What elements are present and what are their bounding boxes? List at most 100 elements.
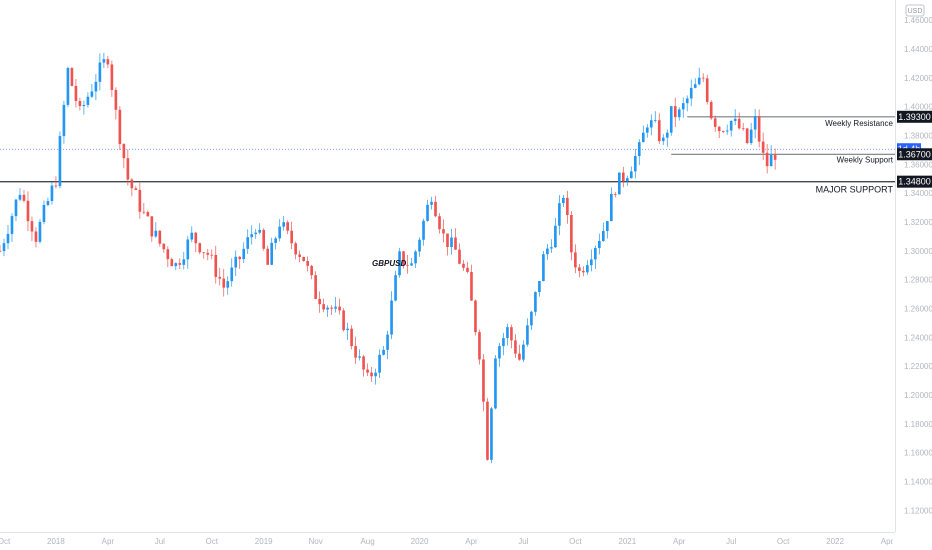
candle-body [70,68,74,86]
candle-body [350,328,353,347]
x-tick-label: 2021 [618,537,636,546]
candle-body [570,215,573,253]
candle-body [58,136,62,187]
candle-body [613,194,617,195]
candle-body [741,128,745,130]
x-tick-label: 2018 [47,537,65,546]
candle-body [598,240,601,249]
candle-body [749,129,753,144]
candle-body [262,229,266,249]
candle-body [374,372,377,377]
candle-body [210,254,214,256]
candle-body [422,220,425,240]
candle-body [154,230,158,237]
candle-body [102,59,106,63]
candle-body [26,200,30,222]
candle-body [126,158,130,180]
x-tick-label: Aug [360,537,374,546]
candle-body [458,249,461,264]
candle-body [773,155,777,160]
candle-body [438,216,441,230]
candle-body [106,59,110,65]
candle-body [98,62,102,82]
candle-body [218,276,222,279]
level-price-label: 1.34800 [898,177,931,187]
candle-body [34,231,38,242]
x-tick-label: Jul [726,537,736,546]
candle-body [10,216,14,234]
y-tick-label: 1.38000 [904,132,932,141]
candle-body [46,201,50,205]
candle-body [566,197,569,216]
candle-body [178,263,182,265]
candle-body [250,234,254,238]
candle-body [729,120,733,131]
candles-layer [0,52,777,464]
candle-body [681,103,685,110]
x-tick-label: Oct [569,537,582,546]
candle-body [426,204,429,221]
candle-body [450,237,453,248]
candle-body [574,252,577,268]
candle-body [134,188,138,190]
candle-body [745,128,749,144]
candle-body [362,356,365,370]
candle-body [314,275,317,299]
candle-body [697,77,701,85]
candle-body [286,222,289,231]
candle-body [629,171,633,179]
candle-body [230,267,234,282]
candle-body [294,243,297,255]
y-tick-label: 1.28000 [904,276,932,285]
candle-body [378,354,381,373]
candle-body [602,231,605,241]
currency-label: USD [908,8,923,15]
candle-body [74,85,78,101]
candle-body [238,256,242,260]
candle-body [130,179,134,189]
candle-body [202,252,206,254]
candle-body [346,328,349,331]
candle-body [358,356,361,358]
candle-body [558,203,561,226]
x-tick-label: 2020 [411,537,429,546]
candle-body [657,120,661,142]
candle-body [649,120,653,128]
candle-body [550,247,553,249]
candle-body [625,178,629,182]
candle-body [246,237,250,249]
y-tick-label: 1.46000 [904,16,932,25]
candle-body [761,141,765,153]
currency-badge[interactable]: USD [905,4,925,17]
candle-body [242,248,246,260]
candle-body [42,204,46,222]
candle-body [582,270,585,273]
candle-body [514,340,517,354]
candle-body [637,142,641,157]
y-tick-label: 1.40000 [904,103,932,112]
candle-body [206,252,210,255]
candle-body [150,216,154,237]
candle-body [326,307,329,310]
candle-body [446,233,449,248]
y-tick-label: 1.16000 [904,449,932,458]
candle-body [398,251,401,276]
candle-body [370,372,373,377]
candle-body [282,222,286,227]
candle-body [298,254,301,257]
candle-body [510,327,513,341]
candle-body [498,346,501,359]
candle-body [170,259,174,267]
candle-body [402,251,405,265]
candle-body [494,358,497,409]
candle-body [653,120,657,122]
candle-body [182,259,186,265]
candle-body [146,212,150,217]
candle-body [689,87,693,99]
candle-body [54,185,58,187]
y-tick-label: 1.34000 [904,189,932,198]
candle-body [258,229,262,233]
level-annotation: MAJOR SUPPORT [816,185,894,195]
